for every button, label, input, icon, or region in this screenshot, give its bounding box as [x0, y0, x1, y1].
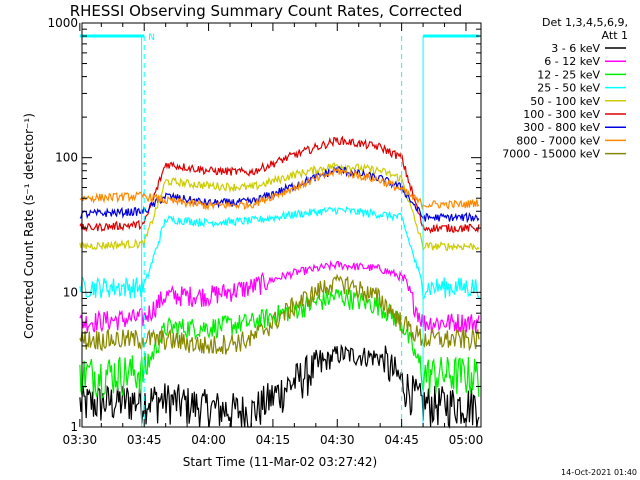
- x-tick-label-5: 04:45: [384, 433, 419, 447]
- x-tick-label-2: 04:00: [191, 433, 226, 447]
- legend-entry-3: 25 - 50 keV: [537, 82, 600, 95]
- legend-entry-5: 100 - 300 keV: [523, 108, 600, 121]
- chart-title: RHESSI Observing Summary Count Rates, Co…: [70, 2, 463, 20]
- legend-entry-6: 300 - 800 keV: [523, 121, 600, 134]
- x-tick-label-3: 04:15: [256, 433, 291, 447]
- series-line-7: [79, 167, 480, 211]
- x-tick-label-1: 03:45: [127, 433, 162, 447]
- legend-entry-2: 12 - 25 keV: [537, 68, 600, 81]
- x-tick-label-0: 03:30: [63, 433, 98, 447]
- legend-header-line-1: Det 1,3,4,5,6,9,: [542, 16, 628, 29]
- legend-entry-1: 6 - 12 keV: [544, 55, 600, 68]
- x-axis-label: Start Time (11-Mar-02 03:27:42): [183, 455, 377, 469]
- plot-frame: [81, 22, 482, 428]
- y-tick-label-3: 1000: [47, 16, 78, 30]
- series-line-1: [79, 260, 480, 334]
- series-line-5: [79, 135, 480, 234]
- y-tick-label-0: 1: [70, 420, 78, 434]
- legend-entry-7: 800 - 7000 keV: [516, 134, 600, 147]
- series-line-0: [79, 343, 480, 430]
- y-tick-label-1: 10: [63, 285, 78, 299]
- y-axis-label: Corrected Count Rate (s⁻¹ detector⁻¹): [22, 113, 36, 339]
- series-line-6: [79, 165, 480, 224]
- marker-label: N: [148, 33, 155, 43]
- legend-entry-0: 3 - 6 keV: [551, 42, 600, 55]
- legend-entry-4: 50 - 100 keV: [530, 95, 600, 108]
- legend-header-line-2: Att 1: [602, 29, 628, 42]
- series-line-4: [79, 161, 480, 252]
- series-line-3: [79, 206, 480, 300]
- x-tick-label-4: 04:30: [320, 433, 355, 447]
- timestamp-annotation: 14-Oct-2021 01:40: [561, 468, 637, 477]
- x-tick-label-6: 05:00: [449, 433, 484, 447]
- legend-entry-8: 7000 - 15000 keV: [502, 148, 600, 161]
- series-line-8: [79, 273, 480, 355]
- y-tick-label-2: 100: [55, 151, 78, 165]
